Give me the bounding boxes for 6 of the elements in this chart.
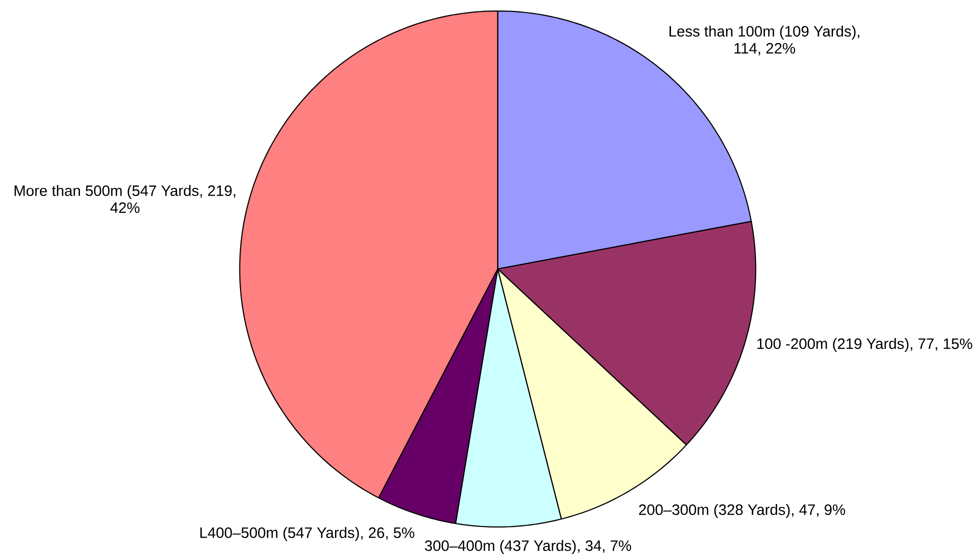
slice-label: L400–500m (547 Yards), 26, 5% xyxy=(200,527,414,541)
slice-label: More than 500m (547 Yards, 219, 42% xyxy=(14,185,236,213)
slice-label: 300–400m (437 Yards), 34, 7% xyxy=(424,540,632,554)
slice-label: 100 -200m (219 Yards), 77, 15% xyxy=(757,338,972,352)
slice-label: 200–300m (328 Yards), 47, 9% xyxy=(639,504,846,518)
slice-label: Less than 100m (109 Yards), 114, 22% xyxy=(670,26,860,56)
